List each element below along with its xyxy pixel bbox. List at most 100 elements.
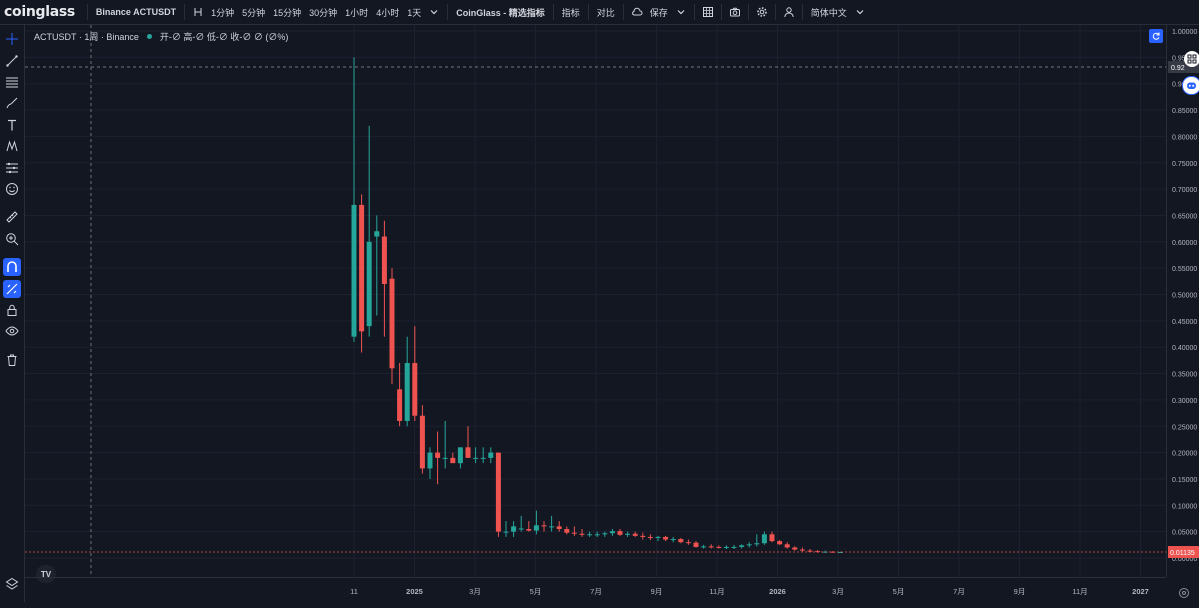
price-tick-label: 0.35000 <box>1172 372 1197 379</box>
crosshair-icon[interactable] <box>3 30 21 48</box>
price-tick-label: 0.45000 <box>1172 319 1197 326</box>
candle-body <box>815 551 821 553</box>
candle-body <box>404 363 410 421</box>
candle-body <box>556 526 562 530</box>
layout-grid-icon[interactable] <box>699 3 717 21</box>
market-status-dot <box>146 34 152 39</box>
candle-body <box>739 545 745 547</box>
ruler-icon[interactable] <box>3 208 21 226</box>
emoji-icon[interactable] <box>3 180 21 198</box>
time-tick-label: 11月 <box>709 587 724 596</box>
chart-pane[interactable] <box>25 25 1166 577</box>
candle-body <box>632 533 638 536</box>
candle-body <box>473 457 479 459</box>
candle-body <box>518 528 524 530</box>
time-scale[interactable]: 1120253月5月7月9月11月20263月5月7月9月11月20273月 <box>25 577 1199 603</box>
user-icon[interactable] <box>780 3 798 21</box>
candle-body <box>564 529 570 533</box>
symbol-title[interactable]: ACTUSDT · 1周 · Binance <box>34 32 139 42</box>
cloud-icon[interactable] <box>628 3 646 21</box>
text-tool-icon[interactable] <box>3 116 21 134</box>
interval-1d[interactable]: 1天 <box>407 7 422 18</box>
object-tree-icon[interactable] <box>3 575 21 593</box>
save-button[interactable]: 保存 <box>649 7 668 18</box>
time-tick-label: 9月 <box>1014 587 1026 596</box>
candle-body <box>427 452 433 469</box>
interval-4h[interactable]: 4小时 <box>376 7 400 18</box>
toolbar-divider <box>801 4 803 20</box>
candle-body <box>609 531 615 534</box>
magnet-icon[interactable] <box>3 258 21 276</box>
time-tick-label: 11 <box>350 587 358 596</box>
candle-body <box>754 543 760 545</box>
eye-icon[interactable] <box>3 322 21 340</box>
price-tick-label: 0.05000 <box>1172 530 1197 537</box>
candle-body <box>731 546 737 548</box>
candle-body <box>511 526 517 532</box>
stay-in-drawing-mode-icon[interactable] <box>3 280 21 298</box>
toolbar-divider <box>447 4 449 20</box>
brush-icon[interactable] <box>3 94 21 112</box>
price-tick-label: 0.15000 <box>1172 477 1197 484</box>
drawing-toolbar <box>0 25 25 602</box>
time-tick-label: 3月 <box>832 587 844 596</box>
coinglass-logo[interactable]: coinglass <box>4 4 75 20</box>
refresh-icon[interactable] <box>1149 29 1163 43</box>
assistant-bot-icon[interactable] <box>1182 76 1199 95</box>
prediction-tool-icon[interactable] <box>3 159 21 177</box>
lock-icon[interactable] <box>3 301 21 319</box>
price-tick-label: 0.25000 <box>1172 424 1197 431</box>
candle-body <box>533 525 539 531</box>
pattern-tool-icon[interactable] <box>3 137 21 155</box>
interval-5m[interactable]: 5分钟 <box>242 7 266 18</box>
candle-body <box>541 525 547 527</box>
trash-icon[interactable] <box>3 351 21 369</box>
price-tick-label: 0.55000 <box>1172 266 1197 273</box>
interval-1m[interactable]: 1分钟 <box>211 7 235 18</box>
interval-30m[interactable]: 30分钟 <box>309 7 338 18</box>
interval-dropdown-chevron-icon[interactable] <box>425 3 443 21</box>
coinglass-indicators-button[interactable]: CoinGlass - 精选指标 <box>456 7 545 18</box>
time-settings-icon[interactable] <box>1178 586 1190 604</box>
gear-icon[interactable] <box>753 3 771 21</box>
symbol-search-button[interactable]: Binance ACTUSDT <box>95 7 177 17</box>
candle-body <box>412 363 418 416</box>
candle-body <box>374 231 380 237</box>
price-axis[interactable]: 1.000000.950000.900000.850000.800000.750… <box>1167 25 1199 589</box>
camera-icon[interactable] <box>726 3 744 21</box>
price-tick-label: 0.20000 <box>1172 451 1197 458</box>
candle-body <box>761 534 767 544</box>
price-tick-label: 0.40000 <box>1172 345 1197 352</box>
interval-15m[interactable]: 15分钟 <box>273 7 302 18</box>
candle-body <box>579 533 585 535</box>
candlestick-chart[interactable] <box>25 25 1166 577</box>
horizontal-lines-icon[interactable] <box>3 73 21 91</box>
candle-body <box>594 534 600 536</box>
language-select[interactable]: 简体中文 <box>810 7 847 18</box>
time-tick-label: 9月 <box>651 587 663 596</box>
candle-body <box>693 542 699 547</box>
time-tick-label: 3月 <box>469 587 481 596</box>
indicators-button[interactable]: 指标 <box>561 7 580 18</box>
compare-button[interactable]: 对比 <box>596 7 615 18</box>
candle-body <box>647 536 653 538</box>
zoom-in-icon[interactable] <box>3 230 21 248</box>
candle-body <box>381 236 387 284</box>
trend-line-icon[interactable] <box>3 52 21 70</box>
price-scale[interactable]: 1.000000.950000.900000.850000.800000.750… <box>1166 25 1199 589</box>
candle-body <box>457 447 463 464</box>
candle-body <box>450 457 456 464</box>
time-tick-label: 2025 <box>406 587 423 596</box>
time-axis[interactable]: 1120253月5月7月9月11月20263月5月7月9月11月20273月 <box>25 578 1199 603</box>
candle-body <box>678 539 684 543</box>
apps-grid-icon[interactable] <box>1184 51 1199 67</box>
interval-1h[interactable]: 1小时 <box>345 7 369 18</box>
price-tick-label: 0.80000 <box>1172 134 1197 141</box>
language-chevron-icon[interactable] <box>851 3 869 21</box>
tradingview-logo[interactable]: TV <box>36 565 56 583</box>
save-dropdown-chevron-icon[interactable] <box>672 3 690 21</box>
candle-body <box>625 533 631 535</box>
add-symbol-icon[interactable] <box>189 3 207 21</box>
candle-body <box>495 452 501 532</box>
candle-body <box>480 457 486 459</box>
